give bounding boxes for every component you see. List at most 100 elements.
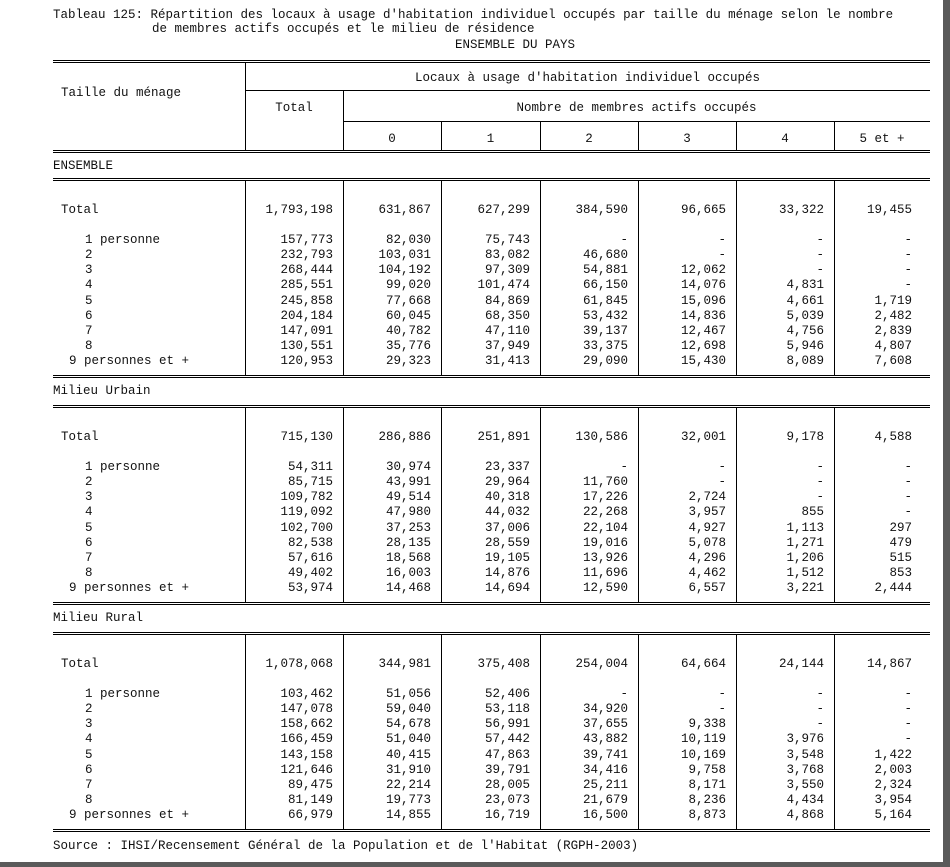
column-divider [441, 121, 442, 150]
cell-value: 66,979 [287, 808, 333, 823]
source-note: Source : IHSI/Recensement Général de la … [53, 839, 639, 853]
row-label: 1 personne [85, 460, 161, 474]
table-row: 8 49,402 16,003 14,876 11,696 4,462 1,512 853 [53, 566, 930, 581]
cell-value: 12,698 [680, 339, 726, 354]
cell-value: 31,413 [484, 354, 530, 369]
cell-value: 68,350 [484, 308, 530, 323]
double-rule [53, 150, 930, 153]
cell-value: 23,337 [484, 460, 530, 474]
cell-value: 30,974 [385, 460, 431, 474]
cell-value: 19,105 [484, 550, 530, 565]
cell-value: 82,030 [385, 233, 431, 247]
cell-value: 147,091 [280, 323, 333, 338]
column-divider [834, 121, 835, 150]
cell-value: 8,089 [786, 354, 824, 369]
cell-value: 29,323 [385, 354, 431, 369]
double-rule [53, 375, 930, 378]
window-frame-right [943, 0, 950, 867]
cell-value: 9,178 [786, 430, 824, 444]
row-label: 6 [85, 762, 93, 777]
column-header-0: 0 [388, 132, 396, 146]
cell-value: 4,868 [786, 808, 824, 823]
cell-value: 11,696 [582, 566, 628, 581]
cell-value: 89,475 [287, 777, 333, 792]
table-row: 7 89,475 22,214 28,005 25,211 8,171 3,550 2,324 [53, 778, 930, 793]
table-row: 8 130,551 35,776 37,949 33,375 12,698 5,946 4,8… [53, 339, 930, 354]
cell-value: 121,646 [280, 762, 333, 777]
cell-value: - [904, 732, 912, 747]
cell-value: 119,092 [280, 505, 333, 520]
cell-value: 64,664 [680, 657, 726, 671]
cell-value: 5,039 [786, 308, 824, 323]
table-row: 7 147,091 40,782 47,110 39,137 12,467 4,756 2,8… [53, 324, 930, 339]
row-label: 4 [85, 732, 93, 747]
row-label: 7 [85, 323, 93, 338]
row-label: 8 [85, 793, 93, 808]
cell-value: 46,680 [582, 248, 628, 263]
cell-value: 2,324 [874, 777, 912, 792]
row-label: 1 personne [85, 687, 161, 701]
cell-value: - [816, 263, 824, 278]
cell-value: - [816, 702, 824, 717]
cell-value: 17,226 [582, 490, 628, 505]
cell-value: 157,773 [280, 233, 333, 247]
table-row: 9 personnes et + 66,979 14,855 16,719 16,500… [53, 808, 930, 823]
cell-value: 14,468 [385, 581, 431, 596]
cell-value: 2,003 [874, 762, 912, 777]
column-header-1: 1 [486, 132, 495, 146]
cell-value: 56,991 [484, 717, 530, 732]
cell-value: 855 [801, 505, 824, 520]
row-label: 6 [85, 308, 93, 323]
column-header-5plus: 5 et + [859, 132, 905, 146]
cell-value: 15,430 [680, 354, 726, 369]
double-rule [53, 405, 930, 408]
column-divider [638, 635, 639, 829]
cell-value: 12,062 [680, 263, 726, 278]
row-label: 6 [85, 535, 93, 550]
table-row: 5 143,158 40,415 47,863 39,741 10,169 3,548 1,4… [53, 748, 930, 763]
column-header-4: 4 [781, 132, 789, 146]
column-divider [245, 63, 246, 150]
cell-value: 4,588 [874, 430, 912, 444]
section-label: ENSEMBLE [53, 159, 114, 173]
cell-value: - [904, 687, 912, 701]
column-divider [834, 635, 835, 829]
window-frame-bottom [0, 862, 950, 867]
cell-value: 245,858 [280, 293, 333, 308]
cell-value: 1,113 [786, 520, 824, 535]
cell-value: 39,741 [582, 747, 628, 762]
cell-value: 254,004 [575, 657, 628, 671]
cell-value: - [620, 233, 628, 247]
row-label: 4 [85, 505, 93, 520]
cell-value: 61,845 [582, 293, 628, 308]
cell-value: 16,500 [582, 808, 628, 823]
row-label: Total [61, 203, 99, 217]
cell-value: 251,891 [477, 430, 530, 444]
cell-value: 375,408 [477, 657, 530, 671]
cell-value: 147,078 [280, 702, 333, 717]
cell-value: 60,045 [385, 308, 431, 323]
cell-value: 1,206 [786, 550, 824, 565]
column-divider [834, 181, 835, 375]
cell-value: 9,758 [688, 762, 726, 777]
cell-value: 57,616 [287, 550, 333, 565]
cell-value: 14,855 [385, 808, 431, 823]
table-row: 3 268,444 104,192 97,309 54,881 12,062 - - [53, 263, 930, 278]
double-rule [53, 602, 930, 605]
column-divider [638, 121, 639, 150]
row-label: 9 personnes et + [69, 354, 190, 369]
column-divider [441, 635, 442, 829]
row-label: 8 [85, 566, 93, 581]
cell-value: 9,338 [688, 717, 726, 732]
cell-value: 43,991 [385, 475, 431, 490]
cell-value: - [816, 233, 824, 247]
cell-value: 627,299 [477, 203, 530, 217]
column-divider [441, 181, 442, 375]
cell-value: 8,236 [688, 793, 726, 808]
cell-value: 14,876 [484, 566, 530, 581]
table-row: 1 personne 157,773 82,030 75,743 - - - - [53, 233, 930, 248]
cell-value: - [904, 248, 912, 263]
cell-value: 15,096 [680, 293, 726, 308]
cell-value: 99,020 [385, 278, 431, 293]
cell-value: 49,402 [287, 566, 333, 581]
